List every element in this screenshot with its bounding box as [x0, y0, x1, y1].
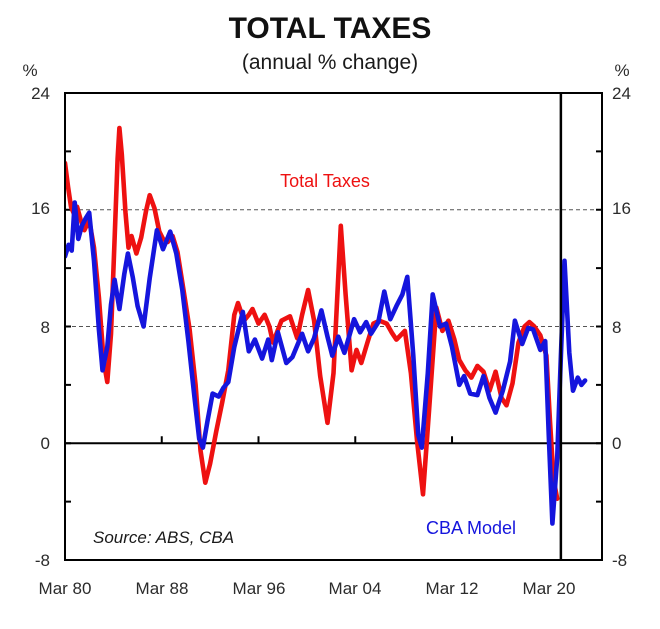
y-tick-right-8: 8 [612, 318, 621, 337]
x-tick-mar12: Mar 12 [426, 579, 479, 598]
y-tick-left-m8: -8 [35, 551, 50, 570]
x-tick-mar80: Mar 80 [39, 579, 92, 598]
x-tick-mar96: Mar 96 [233, 579, 286, 598]
y-tick-left-16: 16 [31, 199, 50, 218]
y-axis-unit-left: % [22, 61, 37, 80]
series-label-total-taxes: Total Taxes [280, 171, 370, 191]
y-tick-left-0: 0 [41, 434, 50, 453]
y-tick-right-m8: -8 [612, 551, 627, 570]
plot-border [64, 92, 603, 561]
plot-layer [64, 92, 603, 561]
series-line-cba-model [65, 200, 588, 526]
source-note: Source: ABS, CBA [93, 528, 234, 547]
chart-title: TOTAL TAXES [229, 12, 432, 45]
y-tick-right-16: 16 [612, 199, 631, 218]
y-tick-left-8: 8 [41, 318, 50, 337]
y-axis-unit-right: % [614, 61, 629, 80]
series-label-cba-model: CBA Model [426, 518, 516, 538]
x-tick-mar88: Mar 88 [136, 579, 189, 598]
chart-subtitle: (annual % change) [242, 51, 418, 74]
y-tick-right-24: 24 [612, 84, 631, 103]
y-tick-right-0: 0 [612, 434, 621, 453]
x-tick-mar04: Mar 04 [329, 579, 382, 598]
x-tick-mar20: Mar 20 [523, 579, 576, 598]
series-line-total-taxes [65, 125, 560, 502]
y-tick-left-24: 24 [31, 84, 50, 103]
